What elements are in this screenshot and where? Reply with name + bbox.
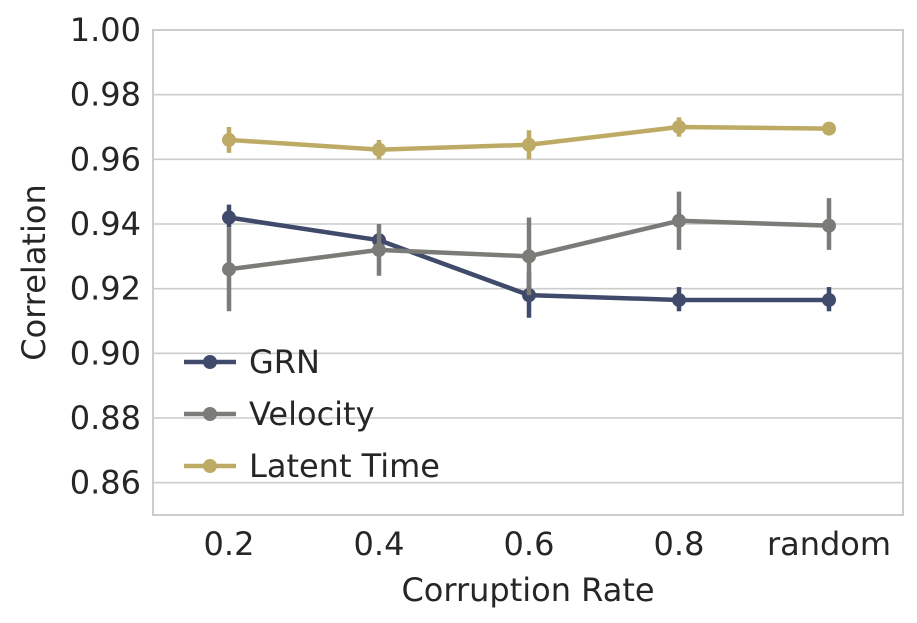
data-point	[372, 242, 386, 257]
data-point	[222, 132, 236, 147]
x-tick-label: 0.8	[654, 525, 705, 563]
data-point	[372, 142, 386, 157]
x-tick-label: random	[767, 525, 891, 563]
legend-label: GRN	[249, 343, 320, 381]
data-point	[522, 249, 536, 264]
plot-frame	[152, 29, 904, 516]
data-point	[672, 120, 686, 134]
data-point	[672, 292, 686, 307]
y-tick-label: 0.90	[70, 334, 141, 372]
y-axis-title: Correlation	[15, 184, 53, 360]
x-axis-title: Corruption Rate	[401, 571, 654, 609]
y-tick-label: 0.98	[70, 76, 141, 114]
data-point	[822, 121, 836, 136]
data-point	[222, 262, 236, 277]
legend: GRN Velocity Latent Time	[184, 343, 440, 485]
data-point	[522, 137, 536, 152]
data-point	[822, 292, 836, 307]
legend-label: Latent Time	[249, 447, 440, 485]
y-tick-label: 0.94	[70, 205, 141, 243]
y-tick-label: 1.00	[70, 11, 141, 49]
x-axis-ticks: 0.2 0.4 0.6 0.8 random	[204, 525, 892, 563]
legend-swatch-marker	[203, 407, 217, 421]
legend-item: Latent Time	[184, 447, 440, 485]
data-point	[222, 210, 236, 225]
x-tick-label: 0.4	[354, 525, 405, 563]
x-tick-label: 0.6	[504, 525, 555, 563]
legend-swatch-marker	[203, 459, 217, 473]
y-tick-label: 0.92	[70, 270, 141, 308]
legend-item: GRN	[184, 343, 320, 381]
legend-item: Velocity	[184, 395, 375, 433]
series-latent-time	[222, 117, 836, 160]
y-tick-label: 0.96	[70, 140, 141, 178]
x-tick-label: 0.2	[204, 525, 255, 563]
series-layer	[222, 117, 836, 318]
y-tick-label: 0.86	[70, 464, 141, 502]
legend-swatch-marker	[203, 355, 217, 369]
legend-label: Velocity	[249, 395, 375, 433]
data-point	[822, 218, 836, 233]
y-tick-label: 0.88	[70, 399, 141, 437]
data-point	[672, 213, 686, 228]
series-velocity	[222, 191, 836, 312]
y-axis-ticks: 0.86 0.88 0.90 0.92 0.94 0.96 0.98 1.00	[70, 11, 141, 502]
